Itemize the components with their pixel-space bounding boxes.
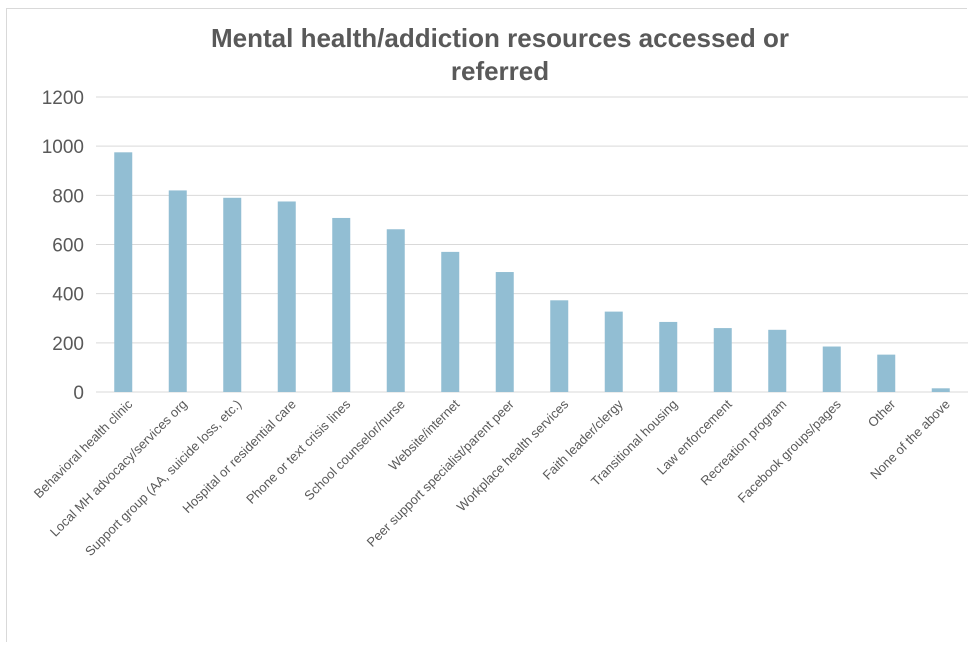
bar xyxy=(386,229,405,392)
x-category-label: Hospital or residential care xyxy=(179,397,298,516)
y-tick-label: 400 xyxy=(52,285,84,306)
bar xyxy=(332,217,351,392)
bar xyxy=(659,321,678,392)
y-tick-label: 800 xyxy=(52,186,84,207)
chart-title: Mental health/addiction resources access… xyxy=(211,23,789,86)
y-tick-label: 200 xyxy=(52,334,84,355)
x-category-label: Phone or text crisis lines xyxy=(243,396,354,507)
x-category-label: Other xyxy=(865,396,899,430)
bar xyxy=(822,346,841,392)
y-tick-label: 0 xyxy=(73,383,84,404)
x-category-label: Behavioral health clinic xyxy=(31,396,136,501)
x-category-label: School counselor/nurse xyxy=(301,397,408,504)
y-tick-label: 1200 xyxy=(42,88,84,109)
y-tick-label: 600 xyxy=(52,236,84,257)
bar xyxy=(441,251,460,392)
bar xyxy=(931,388,950,392)
bar xyxy=(223,197,242,392)
y-tick-label: 1000 xyxy=(42,137,84,158)
bar xyxy=(550,300,569,392)
y-axis-ticks: 0 200 400 600 800 1000 1200 xyxy=(42,88,84,404)
bar xyxy=(877,354,896,392)
bar xyxy=(114,152,133,392)
bar xyxy=(168,190,187,392)
x-category-label: Workplace health services xyxy=(454,396,572,514)
bar xyxy=(768,329,787,392)
gridlines xyxy=(96,96,968,393)
bars xyxy=(114,152,950,392)
bar xyxy=(277,201,296,392)
bar xyxy=(713,328,732,392)
bar xyxy=(604,311,623,392)
chart-frame xyxy=(6,8,967,642)
bar xyxy=(495,272,514,392)
x-category-label: Facebook groups/pages xyxy=(735,396,845,506)
